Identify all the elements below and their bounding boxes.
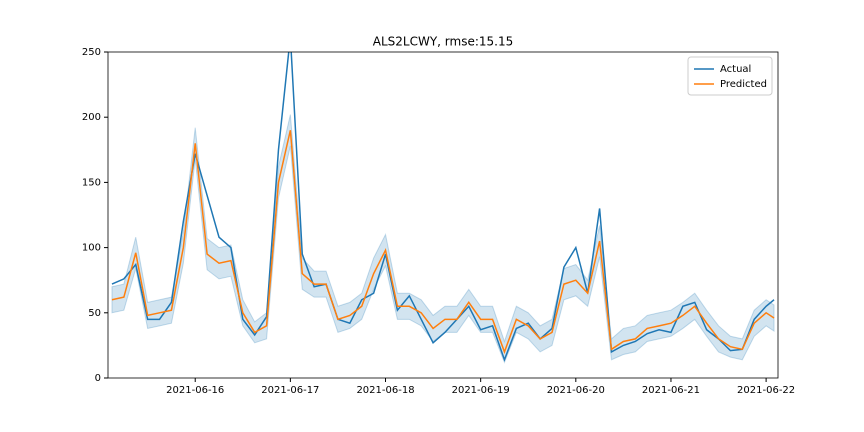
x-tick-label: 2021-06-18 — [356, 385, 414, 396]
y-tick-label: 0 — [95, 373, 101, 384]
confidence-band — [111, 114, 775, 364]
x-tick-label: 2021-06-16 — [166, 385, 224, 396]
y-tick-label: 150 — [82, 177, 101, 188]
x-tick-label: 2021-06-21 — [642, 385, 700, 396]
plot-area — [111, 52, 775, 364]
legend-label: Actual — [720, 64, 751, 75]
chart-title: ALS2LCWY, rmse:15.15 — [373, 35, 513, 49]
legend-box — [687, 56, 773, 96]
y-tick-label: 200 — [82, 112, 101, 123]
x-tick-label: 2021-06-20 — [547, 385, 605, 396]
y-tick-label: 100 — [82, 243, 101, 254]
y-tick-label: 250 — [82, 47, 101, 58]
legend-label: Predicted — [720, 79, 767, 90]
x-tick-label: 2021-06-17 — [261, 385, 319, 396]
x-tick-label: 2021-06-19 — [452, 385, 510, 396]
y-tick-label: 50 — [88, 308, 101, 319]
line — [111, 52, 775, 362]
x-tick-label: 2021-06-22 — [737, 385, 795, 396]
line — [111, 130, 775, 355]
axes-frame — [107, 51, 779, 379]
